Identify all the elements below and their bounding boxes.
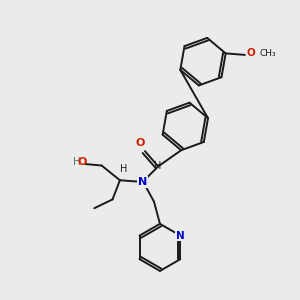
- Text: O: O: [136, 138, 145, 148]
- Text: O: O: [77, 157, 87, 167]
- Text: H: H: [120, 164, 127, 174]
- Text: N: N: [138, 177, 148, 187]
- Text: CH₃: CH₃: [260, 49, 276, 58]
- Text: H: H: [73, 157, 81, 167]
- Text: N: N: [176, 231, 185, 241]
- Text: H: H: [154, 161, 162, 171]
- Text: O: O: [246, 48, 255, 59]
